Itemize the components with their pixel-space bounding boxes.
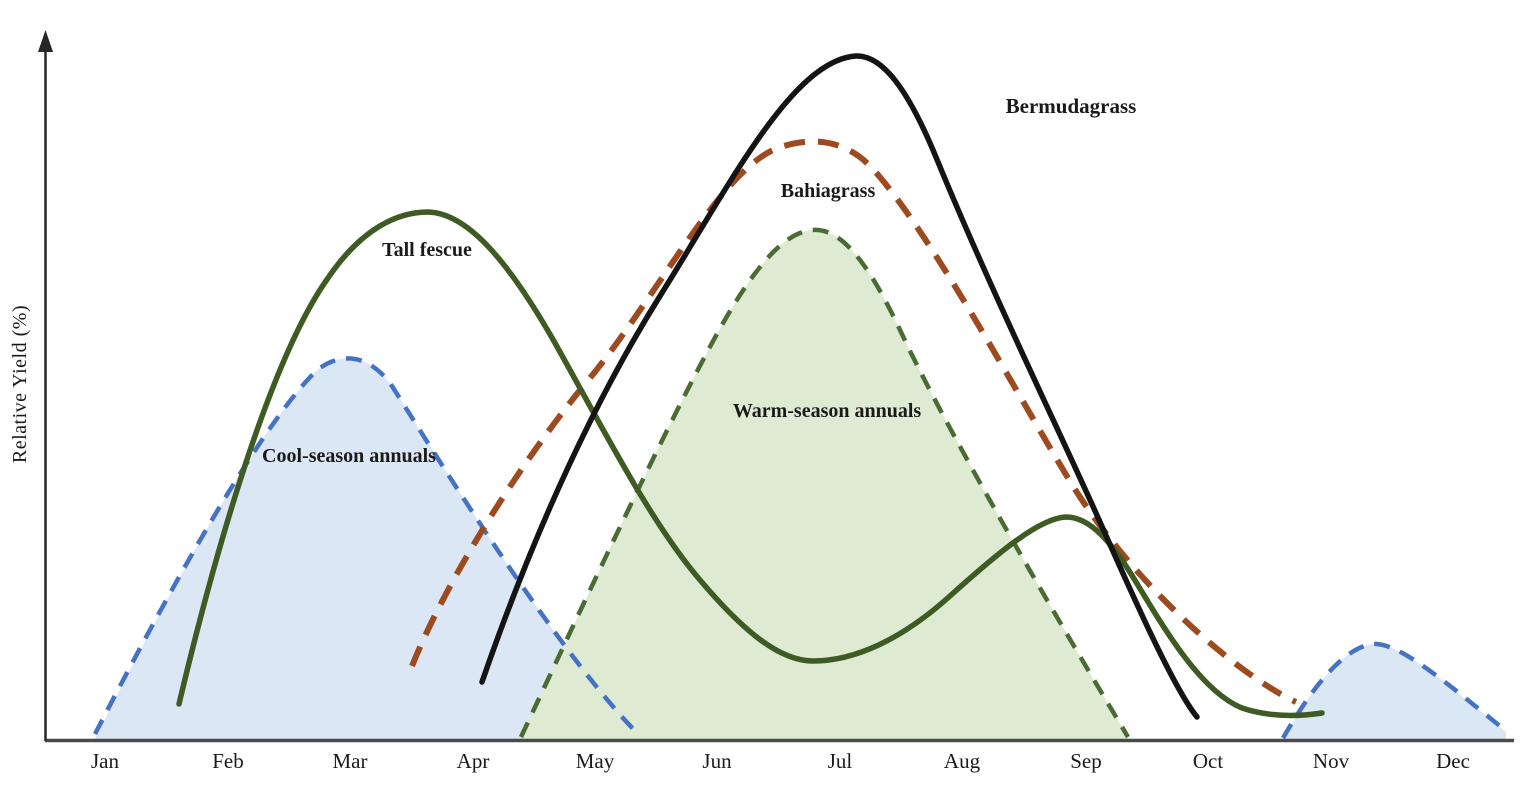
- x-tick-label-jan: Jan: [91, 749, 119, 773]
- bahiagrass-curve: [409, 138, 1298, 705]
- x-tick-label-sep: Sep: [1070, 749, 1102, 773]
- y-axis-title: Relative Yield (%): [9, 305, 31, 463]
- tall-fescue-label: Tall fescue: [382, 239, 472, 261]
- x-tick-label-may: May: [576, 749, 615, 773]
- bermudagrass-curve: [479, 53, 1200, 720]
- warm-season-area-fill: [521, 229, 1129, 739]
- cool-season-label: Cool-season annuals: [262, 445, 436, 467]
- x-tick-label-dec: Dec: [1436, 749, 1470, 773]
- bahiagrass-label: Bahiagrass: [781, 180, 876, 202]
- x-tick-label-mar: Mar: [333, 749, 368, 773]
- bermudagrass-label: Bermudagrass: [1006, 94, 1137, 118]
- cool-season-area-spring-fill: [95, 358, 642, 739]
- cool-season-area-winter-fill: [1283, 643, 1506, 739]
- x-tick-label-jul: Jul: [828, 749, 853, 773]
- x-tick-label-apr: Apr: [457, 749, 490, 773]
- x-tick-label-oct: Oct: [1193, 749, 1223, 773]
- x-tick-label-jun: Jun: [702, 749, 732, 773]
- warm-season-label: Warm-season annuals: [733, 400, 922, 422]
- warm-season-curve: [518, 227, 1130, 739]
- x-tick-label-aug: Aug: [944, 749, 981, 773]
- tall-fescue-curve: [176, 209, 1325, 719]
- x-tick-label-feb: Feb: [212, 749, 244, 773]
- y-axis-arrow-icon: [38, 30, 53, 52]
- x-tick-label-nov: Nov: [1313, 749, 1350, 773]
- cool-season-spring-curve: [93, 356, 642, 738]
